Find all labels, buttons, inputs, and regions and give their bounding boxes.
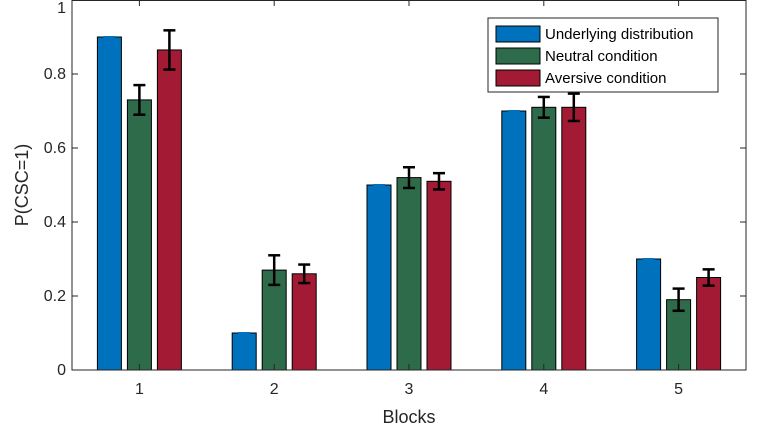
x-axis-label: Blocks (382, 407, 435, 427)
bar-3-block-3 (426, 180, 452, 371)
error-bar-2-block-5 (672, 287, 685, 313)
legend-swatch-underlying (495, 25, 541, 43)
error-bar-3-block-4 (567, 92, 580, 123)
legend-label-aversive: Aversive condition (545, 70, 666, 87)
bar-2-block-3 (396, 177, 422, 371)
error-bar-3-block-1 (163, 29, 176, 71)
error-bar-2-block-1 (133, 83, 146, 116)
x-tick-label: 2 (270, 381, 279, 398)
legend-swatch-neutral (495, 47, 541, 65)
x-tick-label: 3 (405, 381, 414, 398)
y-axis-ticks: 0 0.2 0.4 0.6 0.8 1 (44, 0, 746, 379)
error-bars-layer (103, 29, 715, 334)
error-bar-3-block-2 (298, 263, 311, 285)
bar-1-block-1 (96, 36, 122, 371)
y-tick-label: 1 (57, 0, 66, 17)
x-axis-ticks: 1 2 3 4 5 (135, 0, 683, 398)
y-tick-label: 0.2 (44, 288, 66, 305)
x-tick-label: 4 (539, 381, 548, 398)
legend: Underlying distribution Neutral conditio… (487, 17, 719, 93)
y-tick-label: 0.6 (44, 140, 66, 157)
error-bar-2-block-3 (403, 165, 415, 190)
y-tick-label: 0.8 (44, 66, 66, 83)
legend-label-underlying: Underlying distribution (545, 26, 693, 43)
bar-3-block-5 (696, 277, 722, 371)
x-tick-label: 5 (674, 381, 683, 398)
bar-1-block-4 (501, 110, 527, 371)
error-bar-2-block-4 (537, 95, 550, 119)
bar-3-block-1 (156, 49, 182, 371)
bar-1-block-2 (231, 332, 257, 371)
bar-2-block-4 (531, 106, 557, 371)
legend-swatch-aversive (495, 69, 541, 87)
bar-1-block-5 (636, 258, 662, 371)
error-bar-2-block-2 (268, 254, 281, 287)
y-axis-label: P(CSC=1) (12, 144, 32, 227)
y-tick-label: 0.4 (44, 214, 66, 231)
legend-label-neutral: Neutral condition (545, 48, 658, 65)
bar-3-block-2 (291, 273, 317, 371)
bar-3-block-4 (561, 106, 587, 371)
bar-1-block-3 (366, 184, 392, 371)
y-tick-label: 0 (57, 362, 66, 379)
x-tick-label: 1 (135, 381, 144, 398)
error-bar-3-block-3 (433, 171, 445, 191)
bar-2-block-1 (126, 99, 152, 371)
error-bar-3-block-5 (702, 268, 715, 287)
